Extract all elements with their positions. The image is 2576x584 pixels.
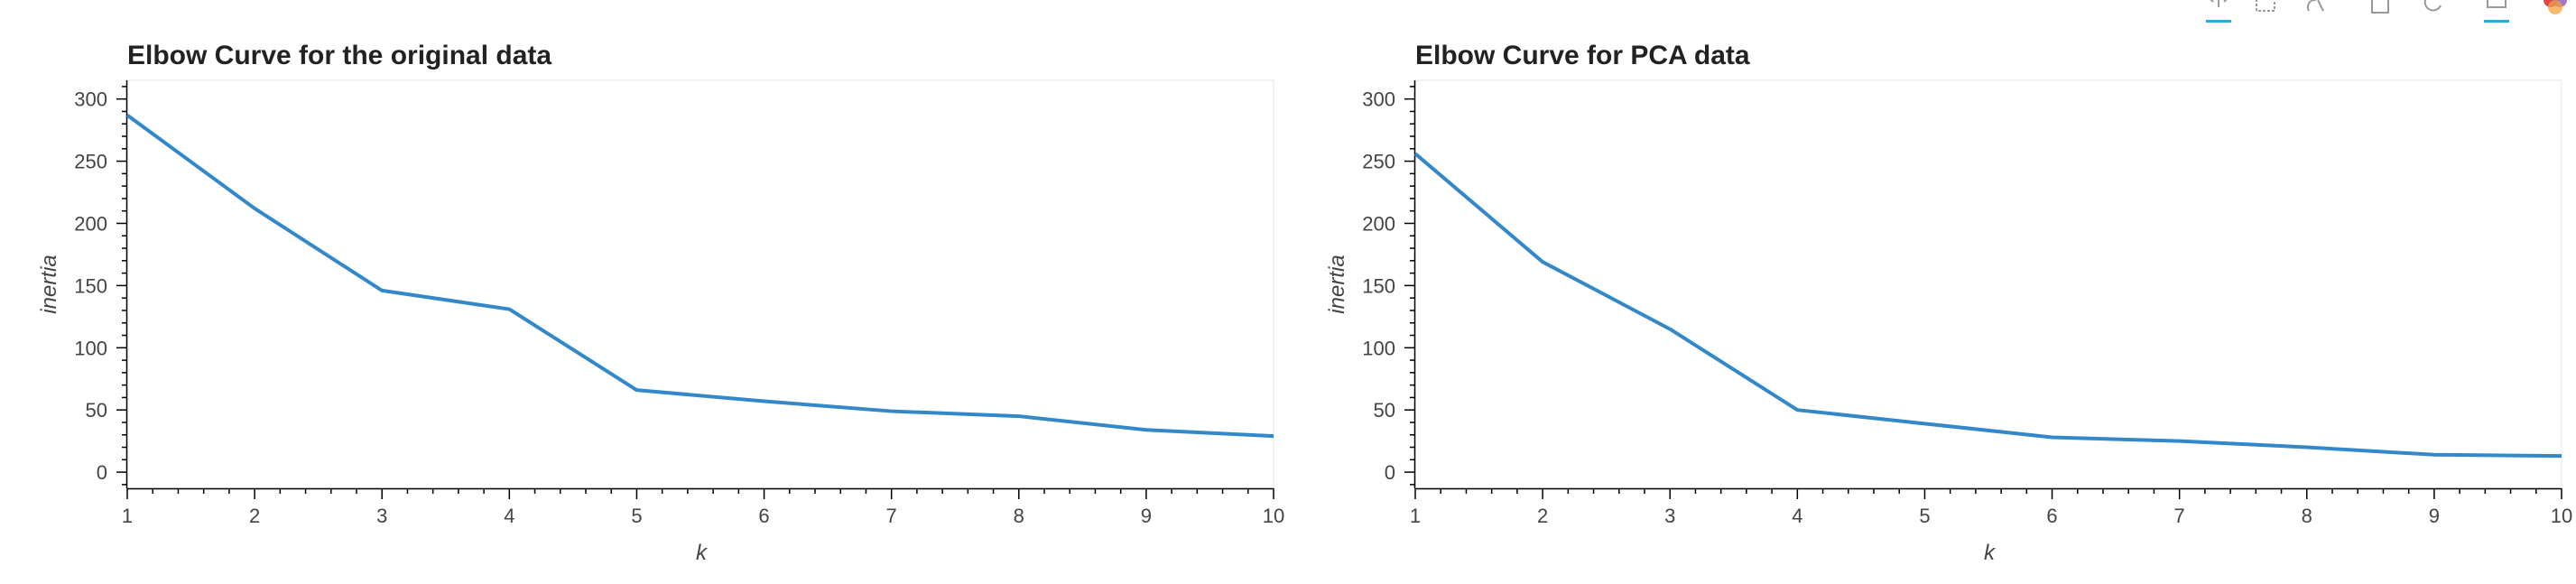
- x-tick-label: 9: [2429, 505, 2440, 527]
- active-tool-indicator: [2484, 20, 2509, 23]
- y-tick-label: 300: [1362, 88, 1395, 111]
- save-icon[interactable]: [2365, 0, 2397, 23]
- y-axis-label: inertia: [1325, 255, 1349, 313]
- box-zoom-icon[interactable]: [2251, 0, 2284, 23]
- bokeh-logo-icon: [2544, 0, 2567, 14]
- x-axis-label: k: [1984, 541, 1997, 565]
- x-tick-label: 2: [1537, 505, 1548, 527]
- x-tick-label: 5: [631, 505, 642, 527]
- x-tick-label: 10: [2551, 505, 2572, 527]
- active-tool-indicator: [2206, 20, 2231, 23]
- y-tick-label: 100: [1362, 337, 1395, 359]
- x-tick-label: 6: [2046, 505, 2057, 527]
- x-axis-label: k: [696, 541, 709, 565]
- chart-svg: Elbow Curve for the original data k iner…: [37, 41, 1284, 565]
- chart-pca-data: Elbow Curve for PCA data k inertia 0 50 10…: [1288, 0, 2576, 584]
- y-tick-label: 200: [74, 212, 107, 235]
- series-line: [1413, 152, 2562, 459]
- x-tick-label: 7: [2174, 505, 2185, 527]
- data-point: [2305, 446, 2309, 450]
- x-tick-label: 1: [122, 505, 133, 527]
- y-tick-label: 250: [74, 151, 107, 173]
- y-tick-label: 50: [86, 399, 107, 422]
- pan-icon[interactable]: [2202, 0, 2235, 23]
- wheel-zoom-icon[interactable]: [2302, 0, 2334, 23]
- y-tick-label: 200: [1362, 212, 1395, 235]
- y-tick-label: 150: [74, 274, 107, 297]
- data-point: [125, 114, 129, 117]
- y-tick-label: 150: [1362, 274, 1395, 297]
- y-tick-label: 0: [1385, 461, 1395, 484]
- x-tick-label: 6: [758, 505, 769, 527]
- data-point: [380, 289, 384, 292]
- data-point: [507, 308, 511, 311]
- data-point: [1668, 328, 1672, 331]
- data-point: [890, 410, 894, 413]
- data-point: [1144, 428, 1148, 431]
- y-tick-label: 0: [97, 461, 107, 484]
- x-tick-label: 8: [2302, 505, 2312, 527]
- x-tick-label: 3: [376, 505, 387, 527]
- data-point: [1541, 260, 1544, 264]
- x-tick-label: 9: [1141, 505, 1152, 527]
- x-tick-label: 5: [1919, 505, 1930, 527]
- data-point: [253, 207, 256, 210]
- chart-svg: Elbow Curve for PCA data k inertia 0 50 10…: [1325, 41, 2572, 565]
- data-point: [1795, 408, 1799, 412]
- series-line: [125, 113, 1274, 439]
- x-tick-label: 7: [886, 505, 897, 527]
- chart-title: Elbow Curve for the original data: [127, 41, 551, 70]
- y-tick-label: 100: [74, 337, 107, 359]
- data-point: [2560, 454, 2563, 458]
- data-point: [1413, 152, 1417, 155]
- data-point: [635, 388, 638, 392]
- x-tick-label: 2: [249, 505, 260, 527]
- data-point: [2051, 436, 2054, 440]
- x-tick-label: 1: [1410, 505, 1421, 527]
- y-axis-label: inertia: [37, 255, 61, 313]
- chart-original-data: Elbow Curve for the original data k iner…: [37, 41, 1284, 565]
- data-point: [1017, 414, 1021, 418]
- data-point: [1923, 422, 1926, 425]
- plot-toolbar: [2161, 0, 2576, 29]
- chart-title: Elbow Curve for PCA data: [1415, 41, 1750, 70]
- plot-area[interactable]: 0 50 100 150 200 250 300 1 2 3 4 5 6 7 8 9 10: [1362, 79, 2572, 527]
- y-tick-label: 50: [1374, 399, 1395, 422]
- data-point: [1272, 434, 1275, 438]
- x-tick-label: 4: [504, 505, 514, 527]
- data-point: [763, 400, 766, 403]
- x-tick-label: 10: [1263, 505, 1284, 527]
- reset-icon[interactable]: [2417, 0, 2450, 23]
- y-tick-label: 250: [1362, 151, 1395, 173]
- hover-icon[interactable]: [2480, 0, 2513, 23]
- x-tick-label: 8: [1014, 505, 1024, 527]
- y-tick-label: 300: [74, 88, 107, 111]
- x-tick-label: 3: [1664, 505, 1675, 527]
- data-point: [2178, 440, 2182, 443]
- plot-area[interactable]: 0 50 100 150 200 250 300 1 2 3 4 5 6 7 8 9 10: [74, 79, 1284, 527]
- data-point: [2432, 453, 2436, 457]
- x-tick-label: 4: [1792, 505, 1802, 527]
- plot-frame: [126, 79, 1274, 489]
